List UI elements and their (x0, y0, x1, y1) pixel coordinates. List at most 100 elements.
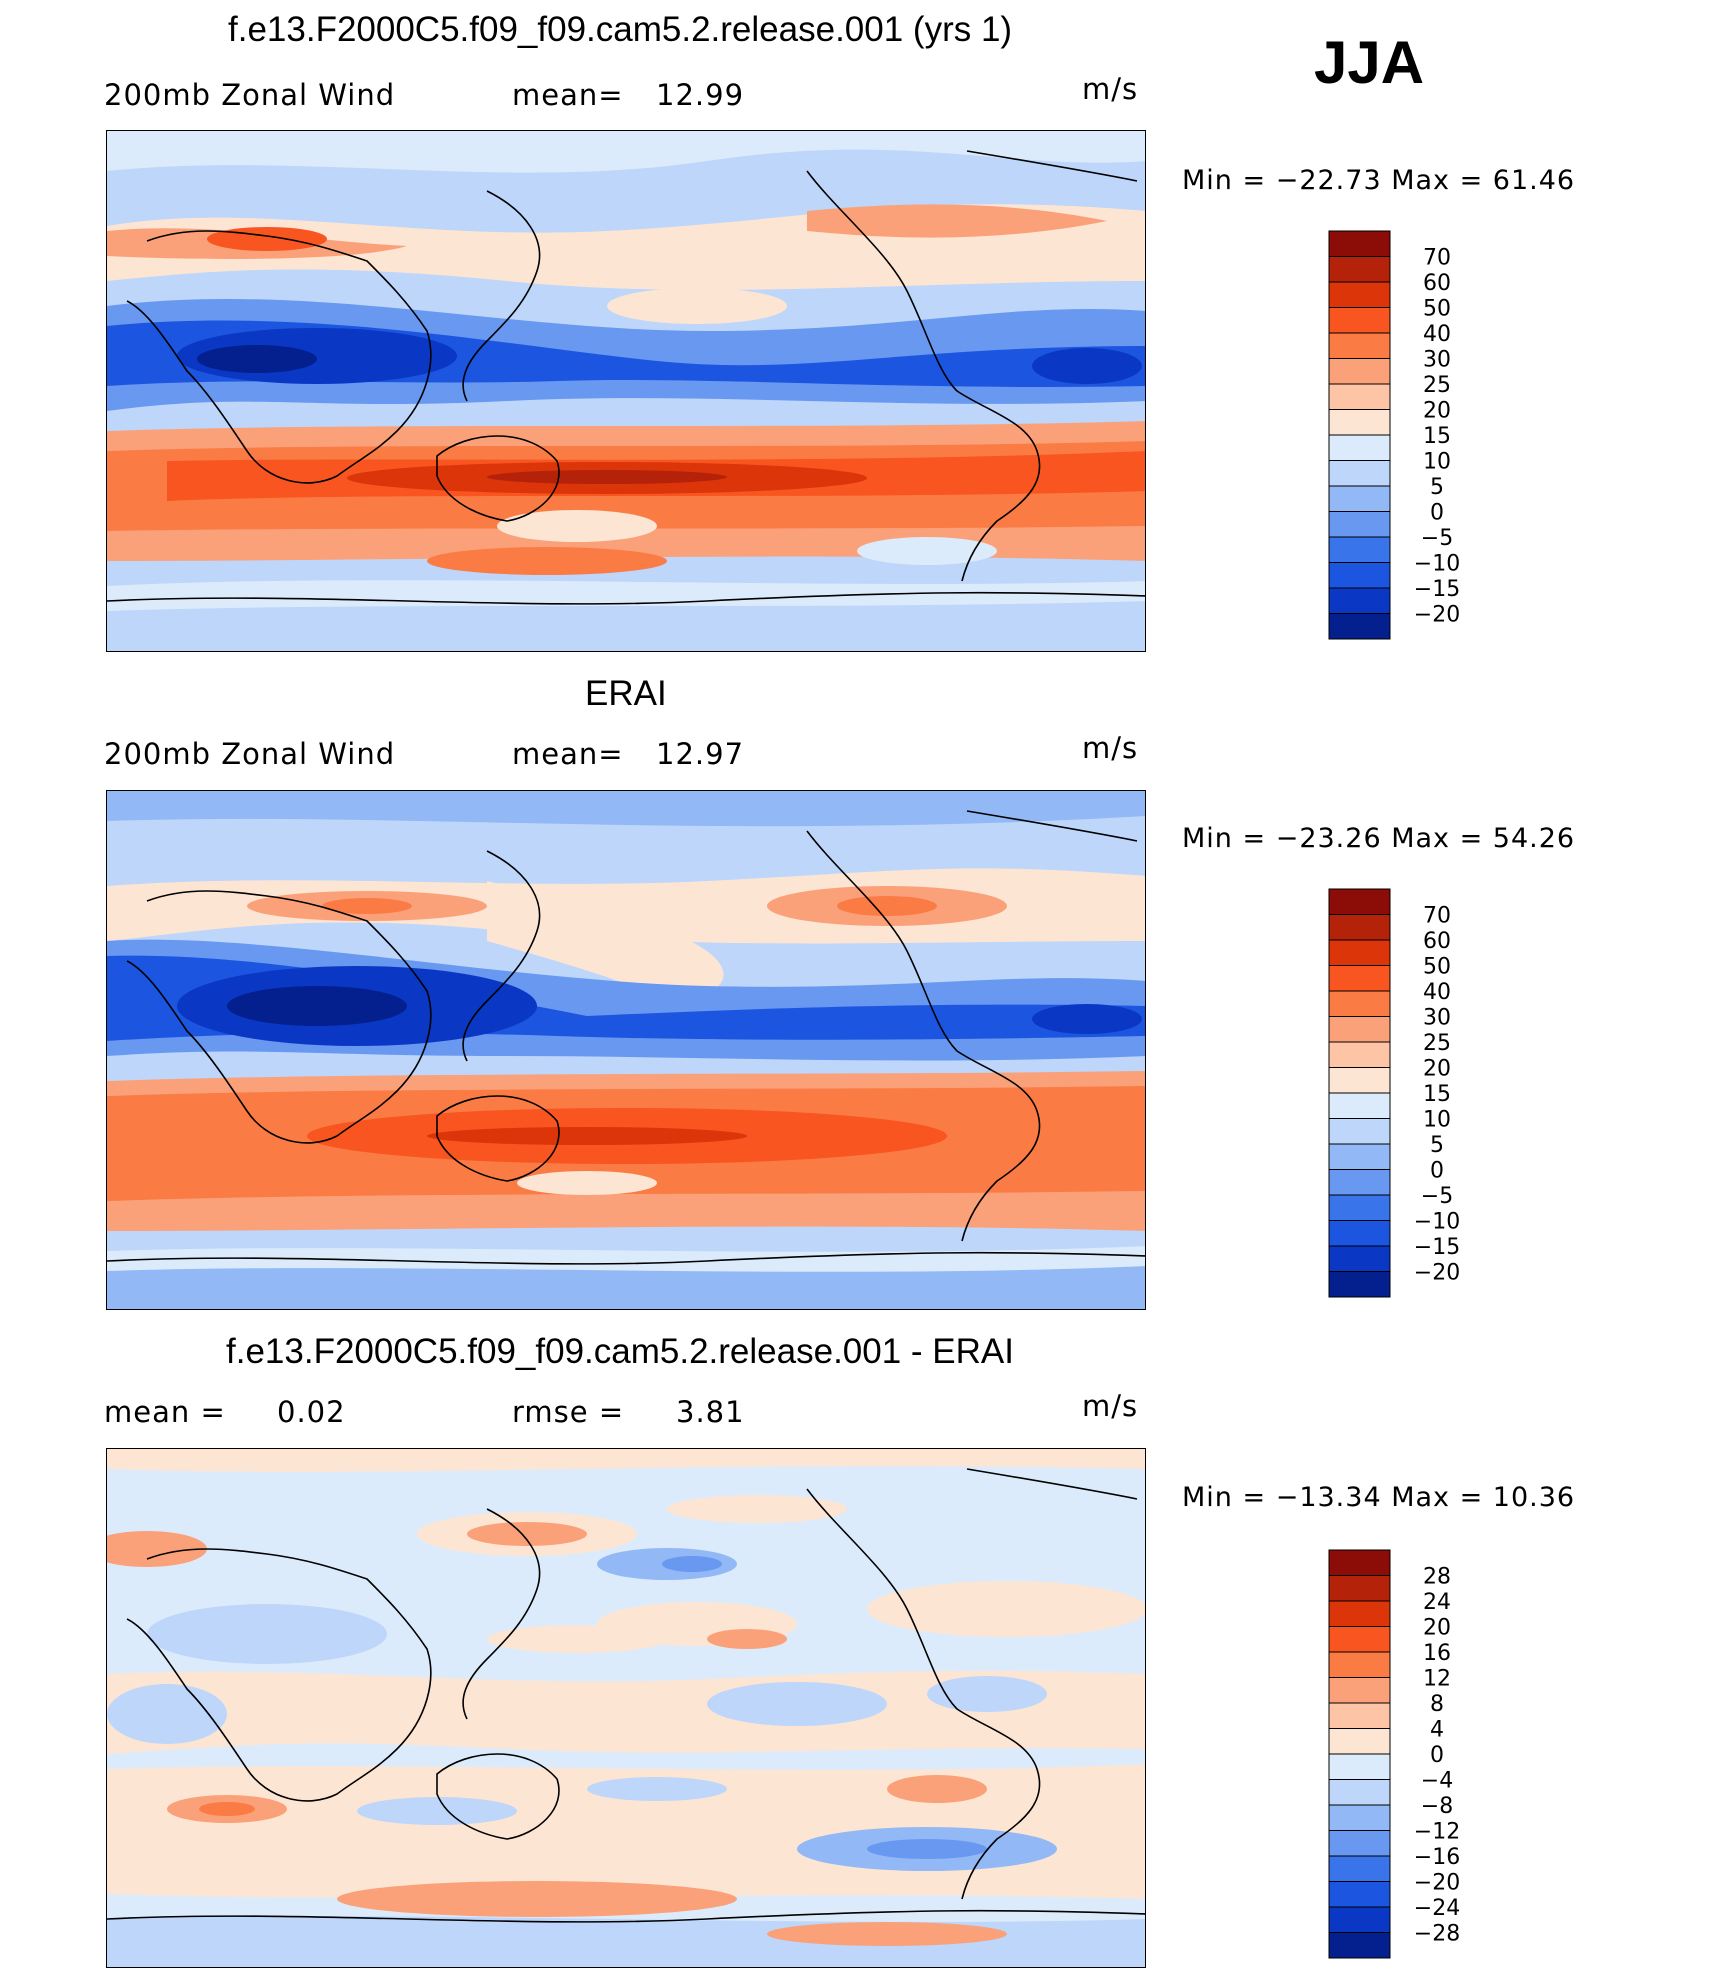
panel2-colorbar-swatch (1328, 1245, 1391, 1272)
panel1-colorbar-swatch (1328, 562, 1391, 589)
panel2-variable-label: 200mb Zonal Wind (104, 737, 396, 771)
panel3-colorbar-swatch (1328, 1626, 1391, 1653)
panel2-colorbar-swatch (1328, 1194, 1391, 1221)
panel1-colorbar-swatch (1328, 281, 1391, 308)
panel2-colorbar-label: 10 (1423, 1108, 1451, 1133)
panel2-colorbar-swatch (1328, 1220, 1391, 1247)
panel3-colorbar-label: 4 (1430, 1718, 1444, 1743)
panel2-colorbar-label: 30 (1423, 1006, 1451, 1031)
panel3-rmse-label: rmse = (512, 1395, 625, 1429)
panel3-colorbar-swatch (1328, 1804, 1391, 1831)
panel3-mean-label: mean = (104, 1395, 226, 1429)
panel3-colorbar-swatch (1328, 1932, 1391, 1959)
panel3-colorbar-swatch (1328, 1779, 1391, 1806)
panel2-colorbar-swatch (1328, 914, 1391, 941)
panel2-mean-value: 12.97 (656, 737, 745, 771)
panel3-colorbar-swatch (1328, 1881, 1391, 1908)
panel2-colorbar-swatch (1328, 965, 1391, 992)
panel1-colorbar-label: 60 (1423, 271, 1451, 296)
panel3-colorbar-swatch (1328, 1906, 1391, 1933)
panel1-colorbar-label: −10 (1414, 552, 1460, 577)
panel3-mean-value: 0.02 (277, 1395, 346, 1429)
panel2-colorbar-label: 70 (1423, 904, 1451, 929)
panel1-contour-field (107, 131, 1145, 651)
panel3-colorbar-label: 20 (1423, 1616, 1451, 1641)
panel2-colorbar-swatch (1328, 1092, 1391, 1119)
panel2-colorbar-swatch (1328, 1169, 1391, 1196)
panel3-colorbar-swatch (1328, 1677, 1391, 1704)
panel2-title: ERAI (585, 674, 667, 713)
panel2-units: m/s (1082, 731, 1139, 765)
panel2-colorbar-swatch (1328, 1271, 1391, 1298)
panel3-contour-field (107, 1449, 1145, 1967)
panel3-colorbar-swatch (1328, 1855, 1391, 1882)
panel1-colorbar-swatch (1328, 613, 1391, 640)
panel1-colorbar-swatch (1328, 383, 1391, 410)
panel1-colorbar-swatch (1328, 409, 1391, 436)
panel3-colorbar-label: 0 (1430, 1743, 1444, 1768)
panel2-colorbar-label: 15 (1423, 1082, 1451, 1107)
panel2-colorbar-label: 20 (1423, 1057, 1451, 1082)
panel2-minmax: Min = −23.26 Max = 54.26 (1182, 823, 1576, 854)
panel1-variable-label: 200mb Zonal Wind (104, 78, 396, 112)
panel3-colorbar-swatch (1328, 1702, 1391, 1729)
panel1-map (106, 130, 1146, 652)
panel2-colorbar-label: −5 (1421, 1184, 1453, 1209)
panel1-colorbar-swatch (1328, 511, 1391, 538)
panel1-colorbar-label: 50 (1423, 297, 1451, 322)
panel1-minmax: Min = −22.73 Max = 61.46 (1182, 165, 1576, 196)
panel3-colorbar-swatch (1328, 1549, 1391, 1576)
panel1-colorbar-swatch (1328, 230, 1391, 257)
panel1-colorbar-swatch (1328, 460, 1391, 487)
panel2-colorbar-swatch (1328, 1016, 1391, 1043)
panel2-colorbar-swatch (1328, 939, 1391, 966)
panel3-title: f.e13.F2000C5.f09_f09.cam5.2.release.001… (226, 1332, 1014, 1371)
panel1-colorbar-label: 15 (1423, 424, 1451, 449)
panel3-map (106, 1448, 1146, 1968)
panel1-colorbar-swatch (1328, 587, 1391, 614)
panel1-colorbar-swatch (1328, 485, 1391, 512)
panel2-colorbar-swatch (1328, 990, 1391, 1017)
panel2-colorbar-swatch (1328, 1067, 1391, 1094)
panel2-contour-field (107, 791, 1145, 1309)
panel3-colorbar-swatch (1328, 1600, 1391, 1627)
panel1-colorbar-label: 70 (1423, 246, 1451, 271)
panel1-colorbar-label: 0 (1430, 501, 1444, 526)
panel1-colorbar-swatch (1328, 307, 1391, 334)
panel1-colorbar-label: 40 (1423, 322, 1451, 347)
panel3-colorbar-label: 12 (1423, 1667, 1451, 1692)
panel2-map (106, 790, 1146, 1310)
panel3-colorbar: 28 24 20 16 12 8 4 0 −4 −8 −12 −16 −20 −24 −28 (1328, 1549, 1488, 1966)
panel1-colorbar-swatch (1328, 332, 1391, 359)
panel2-colorbar-label: 60 (1423, 929, 1451, 954)
panel3-colorbar-label: 16 (1423, 1641, 1451, 1666)
panel2-colorbar-label: 25 (1423, 1031, 1451, 1056)
panel3-colorbar-swatch (1328, 1728, 1391, 1755)
panel1-colorbar-label: 30 (1423, 348, 1451, 373)
panel3-colorbar-label: −20 (1414, 1871, 1460, 1896)
panel2-colorbar-label: −20 (1414, 1261, 1460, 1286)
panel2-colorbar-label: 50 (1423, 955, 1451, 980)
panel2-mean-label: mean= (512, 737, 624, 771)
panel2-colorbar-swatch (1328, 1143, 1391, 1170)
panel3-colorbar-label: −16 (1414, 1845, 1460, 1870)
panel3-rmse-value: 3.81 (676, 1395, 745, 1429)
panel1-colorbar-swatch (1328, 434, 1391, 461)
panel1-colorbar-swatch (1328, 358, 1391, 385)
panel3-colorbar-swatch (1328, 1753, 1391, 1780)
panel1-colorbar-label: 5 (1430, 475, 1444, 500)
panel2-colorbar-swatch (1328, 888, 1391, 915)
panel1-colorbar-label: −5 (1421, 526, 1453, 551)
panel3-minmax: Min = −13.34 Max = 10.36 (1182, 1482, 1576, 1513)
panel3-colorbar-swatch (1328, 1575, 1391, 1602)
panel1-title: f.e13.F2000C5.f09_f09.cam5.2.release.001… (228, 10, 1013, 49)
panel1-units: m/s (1082, 72, 1139, 106)
panel1-colorbar: 70 60 50 40 30 25 20 15 10 5 0 −5 −10 −15 −20 (1328, 230, 1488, 647)
panel1-colorbar-swatch (1328, 536, 1391, 563)
panel3-colorbar-swatch (1328, 1651, 1391, 1678)
panel2-colorbar-swatch (1328, 1041, 1391, 1068)
panel2-colorbar-label: 5 (1430, 1133, 1444, 1158)
panel3-units: m/s (1082, 1389, 1139, 1423)
